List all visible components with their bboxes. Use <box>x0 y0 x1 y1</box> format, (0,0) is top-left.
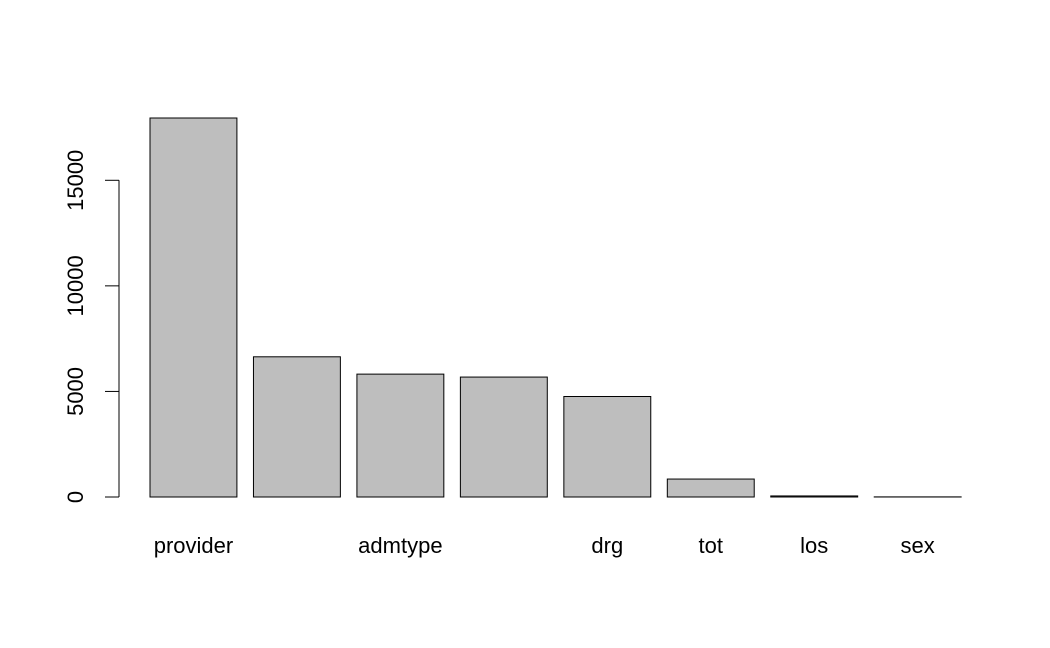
bar-drg <box>563 396 652 498</box>
x-axis-labels: provider admtype drg tot los sex <box>154 533 935 558</box>
bar-unlabeled-4 <box>459 376 548 498</box>
bar-tot <box>666 478 755 498</box>
bar-los <box>770 495 859 498</box>
bar-unlabeled-2 <box>252 356 341 498</box>
y-tick-label: 5000 <box>63 367 88 416</box>
category-label: drg <box>591 533 623 558</box>
y-axis: 0 5000 10000 15000 <box>63 150 120 503</box>
category-label: los <box>800 533 828 558</box>
bar-admtype <box>356 373 445 498</box>
y-tick-label: 15000 <box>63 150 88 211</box>
bar-provider <box>149 117 238 498</box>
y-tick-label: 0 <box>63 491 88 503</box>
category-label: sex <box>901 533 935 558</box>
category-label: tot <box>699 533 723 558</box>
y-tick-label: 10000 <box>63 255 88 316</box>
bars <box>149 117 962 498</box>
category-label: provider <box>154 533 233 558</box>
category-label: admtype <box>358 533 442 558</box>
